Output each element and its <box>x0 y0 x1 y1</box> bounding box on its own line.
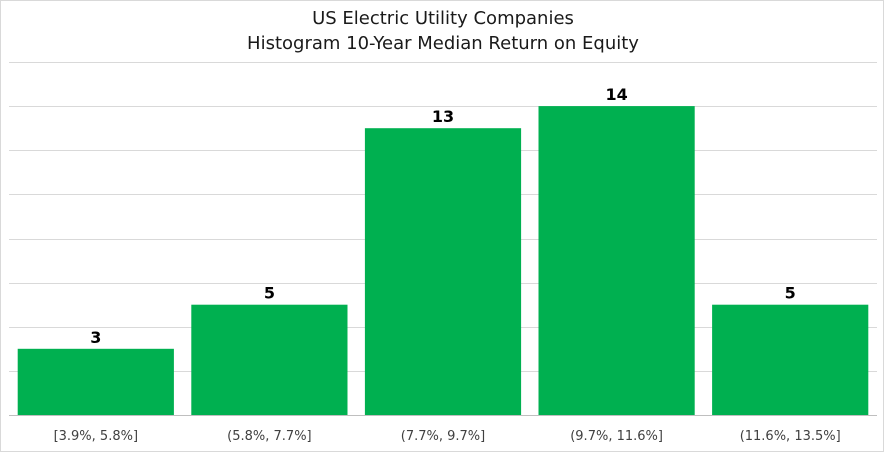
histogram-bar <box>191 304 348 415</box>
histogram-bar <box>17 348 174 415</box>
histogram-bar <box>712 304 869 415</box>
histogram-bar <box>538 106 695 415</box>
x-tick-label: (9.7%, 11.6%] <box>570 429 663 444</box>
bar-data-label: 5 <box>264 284 275 303</box>
x-tick-label: (11.6%, 13.5%] <box>740 429 841 444</box>
x-tick-label: (7.7%, 9.7%] <box>401 429 485 444</box>
bar-data-label: 14 <box>605 85 627 104</box>
x-tick-label: (5.8%, 7.7%] <box>227 429 311 444</box>
bar-data-label: 5 <box>785 284 796 303</box>
x-tick-label: [3.9%, 5.8%] <box>54 429 138 444</box>
chart-title-line-2: Histogram 10-Year Median Return on Equit… <box>247 33 639 54</box>
bar-data-label: 13 <box>432 107 454 126</box>
bar-data-label: 3 <box>90 328 101 347</box>
chart-title-line-1: US Electric Utility Companies <box>312 8 574 29</box>
histogram-bar <box>364 128 522 415</box>
